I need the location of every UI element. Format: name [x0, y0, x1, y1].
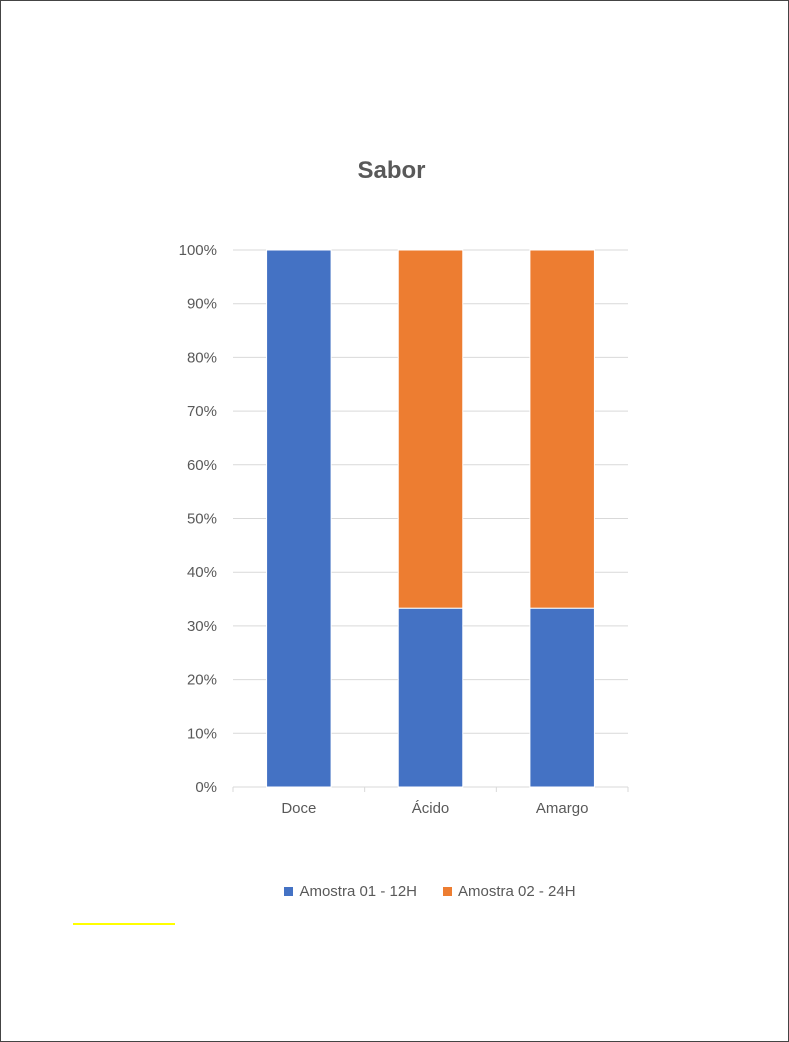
y-tick-label: 50%	[187, 511, 217, 528]
legend-label-series-2: Amostra 02 - 24H	[458, 883, 576, 900]
x-tick-label: Amargo	[536, 800, 589, 817]
y-tick-label: 30%	[187, 618, 217, 635]
legend-label-series-1: Amostra 01 - 12H	[299, 883, 417, 900]
y-tick-label: 60%	[187, 457, 217, 474]
legend-swatch-series-1	[284, 887, 294, 896]
y-tick-label: 70%	[187, 403, 217, 420]
y-tick-label: 100%	[179, 242, 217, 259]
bar-segment	[529, 607, 595, 788]
chart-legend: Amostra 01 - 12H Amostra 02 - 24H	[1, 883, 789, 900]
y-tick-label: 40%	[187, 564, 217, 581]
legend-item-series-2: Amostra 02 - 24H	[443, 883, 576, 900]
y-tick-label: 10%	[187, 725, 217, 742]
bar-segment	[397, 249, 464, 609]
bar-segment	[266, 249, 332, 788]
y-tick-label: 90%	[187, 296, 217, 313]
highlight-underline	[73, 923, 175, 925]
x-tick-label: Doce	[281, 800, 316, 817]
y-tick-label: 80%	[187, 349, 217, 366]
legend-item-series-1: Amostra 01 - 12H	[284, 883, 417, 900]
bar-segment	[397, 607, 464, 788]
y-tick-label: 0%	[195, 779, 217, 796]
y-tick-label: 20%	[187, 672, 217, 689]
chart-title: Sabor	[357, 157, 426, 184]
x-tick-label: Ácido	[412, 800, 450, 817]
legend-swatch-series-2	[443, 887, 452, 896]
bar-segment	[529, 249, 595, 609]
